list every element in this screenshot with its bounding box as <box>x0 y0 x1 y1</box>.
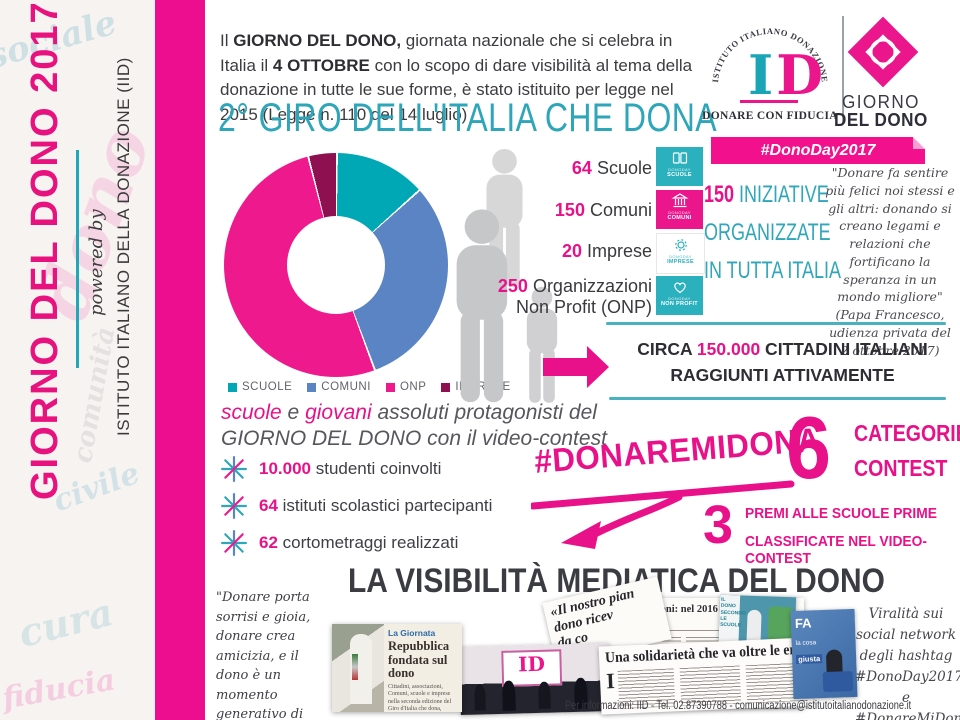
page-title: 2° GIRO DELL'ITALIA CHE DONA <box>218 96 717 140</box>
legend-swatch <box>441 382 451 392</box>
intro-paragraph: Il GIORNO DEL DONO, giornata nazionale c… <box>220 31 693 124</box>
bullet-istituti: 64 istituti scolastici partecipanti <box>221 493 492 519</box>
watermark-word: cura <box>13 589 118 656</box>
badge-donoday-scuole: DONODAY SCUOLE <box>656 147 703 186</box>
audience-silhouette <box>538 681 551 709</box>
book-icon <box>656 150 703 167</box>
legend-swatch <box>385 382 395 392</box>
sidebar-organization: ISTITUTO ITALIANO DELLA DONAZIONE (IID) <box>114 57 133 436</box>
legend-item: SCUOLE <box>228 381 292 393</box>
powered-by-label: powered by <box>86 209 107 316</box>
giorno-del-dono-logo-line1: GIORNO <box>841 92 920 112</box>
sidebar-divider-line <box>76 150 79 368</box>
right-arrow-icon <box>543 346 609 388</box>
iniziative-block: 150 INIZIATIVE ORGANIZZATE IN TUTTA ITAL… <box>704 181 842 284</box>
divider-line-bottom <box>609 397 946 400</box>
legend-label: SCUOLE <box>242 381 293 393</box>
clipping-photo <box>332 624 384 712</box>
stat-scuole: 64 Scuole <box>571 158 652 178</box>
social-virality-note: Viralità sui social network degli hashta… <box>855 606 960 720</box>
sidebar-title: GIORNO DEL DONO 2017 <box>24 0 66 500</box>
contact-info: Per informazioni: IID - Tel. 02.87390788… <box>565 700 912 712</box>
reach-statement: CIRCA 150.000 CITTADINI ITALIANI RAGGIUN… <box>637 339 928 386</box>
protagonisti-text: scuole e giovani assoluti protagonisti d… <box>221 401 607 451</box>
tv-text: la cosa <box>795 639 817 647</box>
municipality-icon <box>656 193 703 210</box>
underline-arrow-icon <box>531 480 795 549</box>
heart-icon <box>656 279 703 296</box>
contest-six-label1: CATEGORIE <box>854 420 960 446</box>
star-bullet-icon <box>221 493 247 519</box>
pink-divider-bar <box>155 0 205 720</box>
iid-monogram: ID <box>748 43 823 107</box>
tv-text: giusta <box>796 653 823 664</box>
bullet-cortometraggi: 62 cortometraggi realizzati <box>221 530 458 556</box>
watermark-word: fiducia <box>0 662 118 717</box>
contest-six-number: 6 <box>786 398 832 497</box>
audience-silhouette <box>502 680 516 711</box>
banner-fold <box>913 137 925 149</box>
audience-silhouette <box>474 684 486 711</box>
tv-graphic <box>767 606 793 642</box>
mattarella-quote: "Donare porta sorrisi e gioia, donare cr… <box>216 590 311 720</box>
tv-text: FA <box>794 615 812 631</box>
iid-logo: ISTITUTO ITALIANO DONAZIONE ID <box>710 26 829 107</box>
badge-donoday-imprese: DONODAY IMPRESE <box>656 233 705 274</box>
donut-chart <box>224 153 448 377</box>
star-bullet-icon <box>221 456 247 482</box>
badge-donoday-nonprofit: DONODAY NON PROFIT <box>656 276 703 315</box>
giorno-del-dono-logo-icon <box>847 16 919 88</box>
stat-onp: 250 Organizzazioni Non Profit (ONP) <box>497 276 652 317</box>
contest-three-number: 3 <box>703 495 734 555</box>
contest-three-label1: PREMI ALLE SCUOLE PRIME <box>745 505 937 522</box>
clipping-headline: Repubblica fondata sul dono <box>388 639 450 680</box>
legend-item: COMUNI <box>307 381 371 393</box>
tv-chair <box>822 671 854 693</box>
contest-three-label2: CLASSIFICATE NEL VIDEO-CONTEST <box>745 533 927 567</box>
clipping-body: Cittadini, associazioni, Comuni, scuole … <box>388 683 452 713</box>
legend-swatch <box>307 382 317 392</box>
tv-frame-giusta: FA la cosa giusta <box>790 608 858 700</box>
star-bullet-icon <box>221 530 247 556</box>
sidebar: sociale dono civile cura fiducia comunit… <box>0 0 155 720</box>
legend-item: ONP <box>385 381 427 393</box>
clipping-kicker: La Giornata <box>388 628 436 638</box>
gears-icon <box>657 237 704 254</box>
divider-line-top <box>606 322 946 325</box>
logo-divider <box>842 16 844 124</box>
legend-label: COMUNI <box>321 381 371 393</box>
giorno-del-dono-logo-line2: DEL DONO <box>833 110 928 130</box>
stat-imprese: 20 Imprese <box>561 241 652 261</box>
badge-donoday-comuni: DONODAY COMUNI <box>656 190 703 229</box>
iid-underline <box>740 100 798 103</box>
contest-six-label2: CONTEST <box>854 455 948 481</box>
legend-swatch <box>228 382 237 392</box>
stat-comuni: 150 Comuni <box>554 200 652 220</box>
donoday-banner: #DonoDay2017 <box>711 137 925 164</box>
legend-label: ONP <box>399 381 427 393</box>
pope-quote: "Donare fa sentire più felici noi stessi… <box>825 165 955 358</box>
bullet-studenti: 10.000 studenti coinvolti <box>221 456 441 482</box>
clipping-giornata: La Giornata Repubblica fondata sul dono … <box>332 624 462 712</box>
iid-tagline: DONARE CON FIDUCIA <box>702 110 838 122</box>
